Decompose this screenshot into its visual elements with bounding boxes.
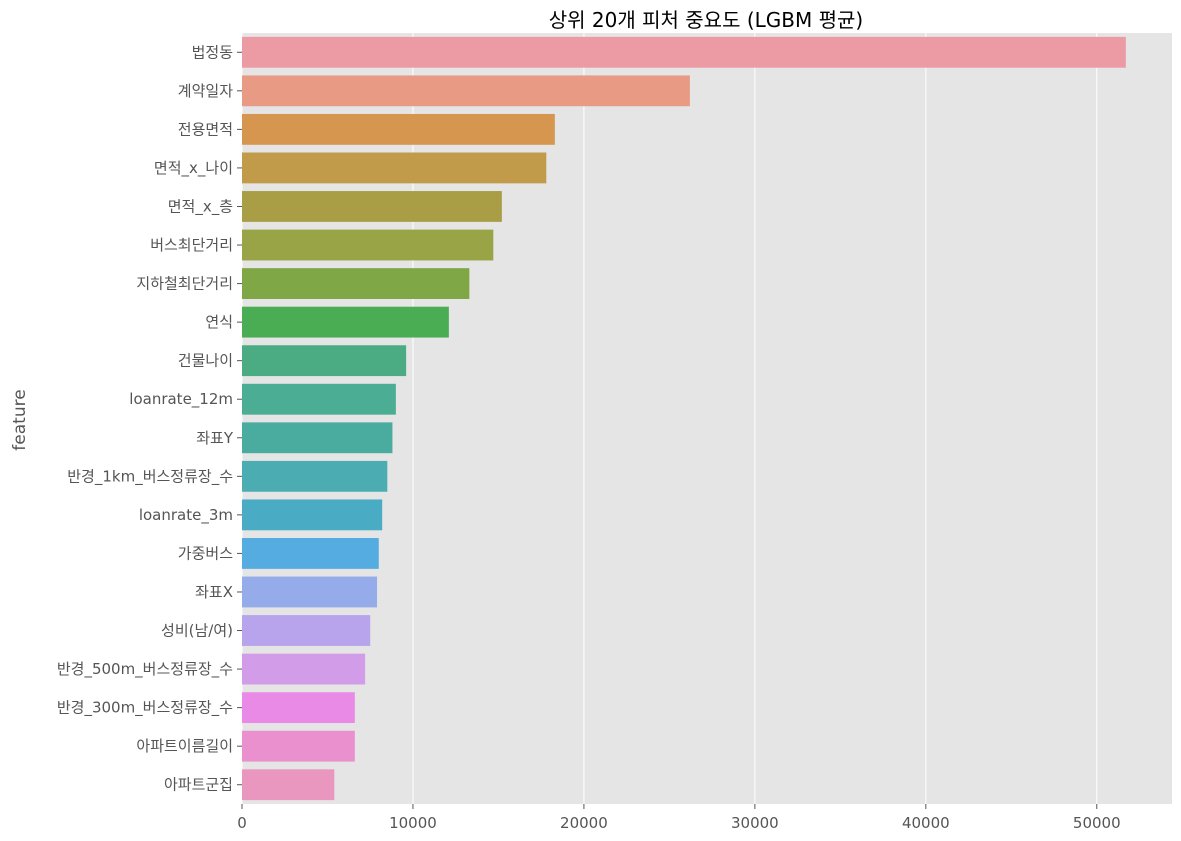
chart-title: 상위 20개 피처 중요도 (LGBM 평균)	[549, 8, 863, 32]
bar	[242, 730, 355, 762]
y-tick-label: 면적_x_나이	[154, 159, 233, 178]
y-tick-label: 반경_500m_버스정류장_수	[57, 660, 233, 679]
x-tick-label: 40000	[902, 814, 950, 832]
bar	[242, 615, 371, 646]
y-tick-label: 좌표Y	[196, 429, 234, 447]
plot-area	[242, 33, 1172, 804]
y-tick-label: 아파트군집	[164, 776, 233, 794]
bar	[242, 383, 396, 415]
y-tick-label: 지하철최단거리	[136, 275, 233, 293]
bars	[242, 36, 1126, 801]
bar	[242, 191, 502, 222]
bar	[242, 460, 388, 492]
bar	[242, 268, 470, 299]
bar	[242, 769, 335, 801]
y-tick-label: 연식	[205, 313, 233, 331]
bar	[242, 75, 690, 107]
y-tick-label: 전용면적	[178, 120, 233, 138]
bar	[242, 152, 547, 184]
bar	[242, 653, 366, 685]
x-tick-labels: 0 10000 20000 30000 40000 50000	[237, 804, 1121, 832]
x-tick-label: 20000	[560, 814, 608, 832]
y-tick-label: 면적_x_층	[168, 197, 233, 216]
bar	[242, 422, 393, 454]
x-tick-label: 50000	[1073, 814, 1121, 832]
y-tick-label: 반경_1km_버스정류장_수	[67, 467, 233, 486]
x-tick-label: 10000	[389, 814, 437, 832]
bar	[242, 229, 494, 261]
y-tick-label: 아파트이름길이	[136, 737, 233, 755]
bar	[242, 499, 383, 531]
bar	[242, 538, 379, 569]
y-tick-label: 반경_300m_버스정류장_수	[57, 699, 233, 718]
y-tick-labels: 법정동계약일자전용면적면적_x_나이면적_x_층버스최단거리지하철최단거리연식건…	[57, 43, 242, 794]
y-tick-label: 성비(남/여)	[161, 622, 233, 640]
y-tick-label: 법정동	[192, 43, 234, 61]
bar	[242, 113, 555, 145]
y-tick-label: 버스최단거리	[150, 236, 233, 254]
y-tick-label: 건물나이	[178, 352, 233, 370]
bar	[242, 345, 407, 377]
y-tick-label: 좌표X	[195, 583, 233, 601]
bar	[242, 36, 1126, 68]
x-tick-label: 0	[237, 814, 247, 832]
bar	[242, 306, 449, 338]
y-tick-label: loanrate_3m	[139, 506, 233, 525]
y-tick-label: 가중버스	[178, 544, 233, 562]
x-tick-label: 30000	[731, 814, 779, 832]
y-axis-label: feature	[10, 389, 30, 450]
bar	[242, 576, 378, 608]
y-tick-label: 계약일자	[178, 82, 233, 100]
y-tick-label: loanrate_12m	[129, 390, 233, 409]
bar	[242, 692, 355, 724]
